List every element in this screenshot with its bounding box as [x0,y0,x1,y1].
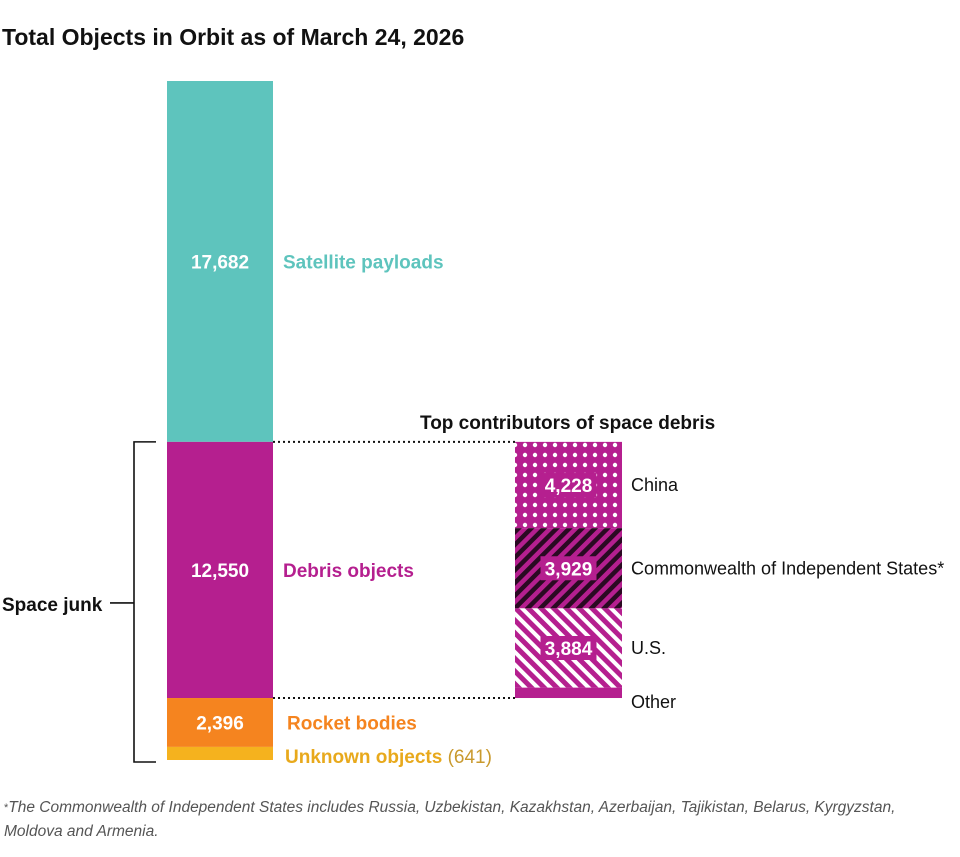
debris-breakdown-labels: China Commonwealth of Independent States*… [631,475,944,712]
breakdown-title: Top contributors of space debris [420,413,715,434]
bar-value-rocket-bodies: 2,396 [196,713,244,734]
breakdown-label-u-s: U.S. [631,638,666,658]
bar-label-satellite-payloads: Satellite payloads [283,252,444,273]
bar-segment-unknown-objects [167,746,273,760]
bar-segment-satellite-payloads [167,81,273,442]
breakdown-value-bg-u-s [540,635,597,660]
breakdown-segment-other [515,687,622,699]
space-junk-label: Space junk [2,595,103,616]
breakdown-label-china: China [631,475,679,495]
chart-title: Total Objects in Orbit as of March 24, 2… [2,24,464,50]
bracket-line [133,441,156,763]
breakdown-value-u-s: 3,884 [545,639,593,660]
bar-segment-rocket-bodies [167,698,273,747]
footnote: *The Commonwealth of Independent States … [4,796,934,844]
stacked-bar [167,81,273,760]
bar-label-rocket-bodies: Rocket bodies [287,713,417,734]
bar-value-debris-objects: 12,550 [191,561,249,582]
bar-value-labels: 17,682 12,550 2,396 [191,252,249,734]
breakdown-value-bg-commonwealth-of-independent-states [540,556,597,581]
debris-breakdown-values: 4,228 3,929 3,884 [540,473,597,660]
breakdown-connectors [273,440,515,700]
bar-segment-debris-objects [167,441,273,699]
breakdown-label-commonwealth-of-independent-states: Commonwealth of Independent States* [631,558,944,578]
bar-label-debris-objects: Debris objects [283,561,414,582]
footnote-marker: * [4,802,9,814]
bar-value-satellite-payloads: 17,682 [191,252,249,273]
bar-category-labels: Satellite payloads Debris objects Rocket b… [283,252,492,768]
breakdown-value-commonwealth-of-independent-states: 3,929 [545,559,593,580]
footnote-text: The Commonwealth of Independent States i… [4,799,896,840]
orbit-objects-chart: Total Objects in Orbit as of March 24, 2… [2,24,944,768]
breakdown-value-china: 4,228 [545,476,593,497]
breakdown-value-bg-china [540,473,597,498]
bar-label-unknown-objects: Unknown objects (641) [285,747,492,768]
space-junk-bracket [110,441,156,763]
breakdown-label-other: Other [631,692,676,712]
bar-value-unknown-objects: (641) [448,747,492,768]
